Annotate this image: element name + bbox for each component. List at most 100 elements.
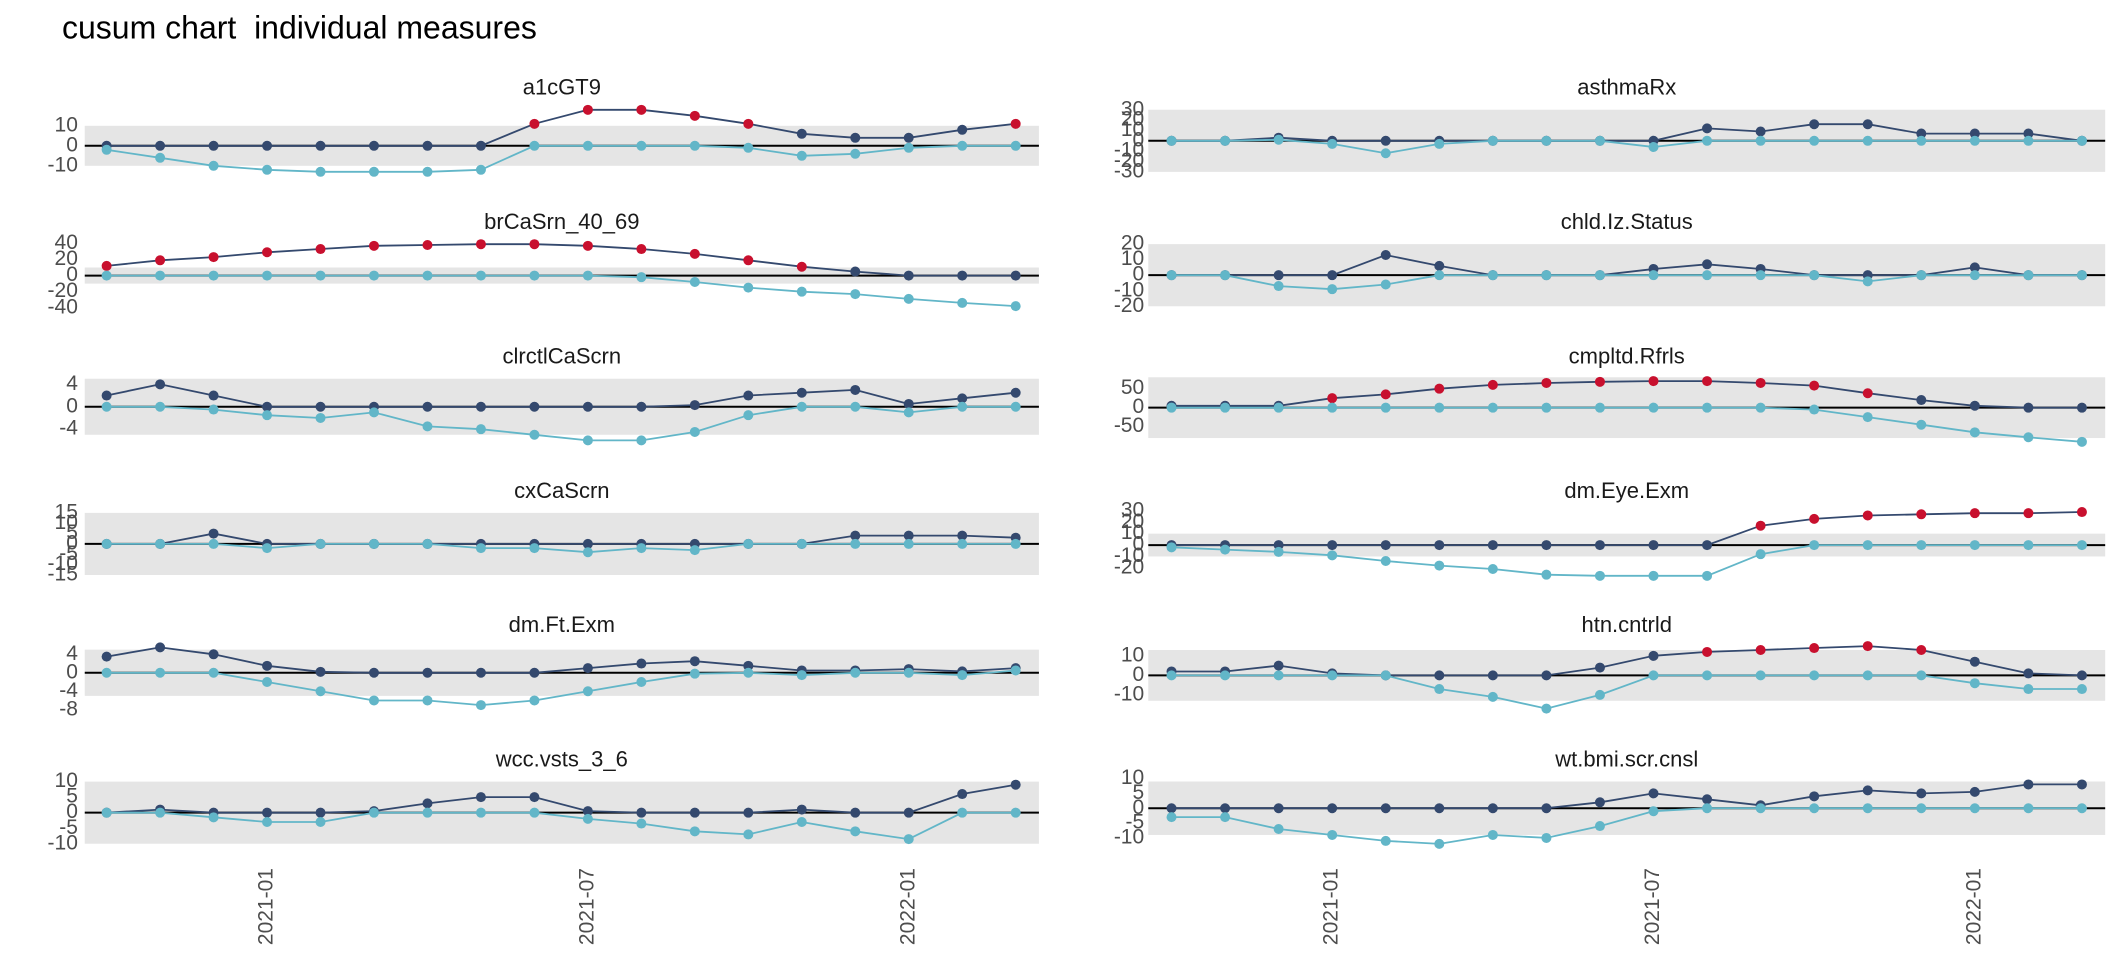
point — [101, 390, 112, 401]
point — [155, 270, 166, 281]
point — [850, 538, 861, 549]
point — [155, 401, 166, 412]
point — [1648, 788, 1659, 799]
point — [208, 538, 219, 549]
point — [1434, 260, 1445, 271]
series-line — [1171, 511, 2082, 546]
point — [1541, 569, 1552, 580]
y-tick-label: -30 — [1114, 159, 1144, 182]
point — [262, 410, 273, 421]
point — [155, 379, 166, 390]
point — [2076, 670, 2087, 681]
point — [1648, 142, 1659, 153]
point — [2023, 402, 2034, 413]
point — [1010, 118, 1021, 129]
point — [1434, 670, 1445, 681]
point — [422, 807, 433, 818]
point — [1916, 803, 1927, 814]
point — [957, 297, 968, 308]
point — [529, 140, 540, 151]
y-tick-label: 40 — [55, 231, 78, 254]
point — [1380, 402, 1391, 413]
point — [1969, 540, 1980, 551]
point — [1220, 544, 1231, 555]
point — [2076, 436, 2087, 447]
point — [636, 658, 647, 669]
point — [475, 401, 486, 412]
point — [636, 272, 647, 283]
panel-title: clrctlCaScrn — [503, 343, 622, 368]
x-tick-label: 2022-01 — [1962, 868, 1985, 945]
point — [582, 538, 593, 549]
point — [1487, 135, 1498, 146]
point — [422, 401, 433, 412]
point — [582, 813, 593, 824]
point — [2076, 684, 2087, 695]
point — [1969, 128, 1980, 139]
y-tick-label: 20 — [1121, 510, 1144, 533]
point — [1380, 389, 1391, 400]
point — [262, 247, 273, 258]
point — [1969, 656, 1980, 667]
point — [636, 104, 647, 115]
point — [903, 142, 914, 153]
point — [903, 807, 914, 818]
point — [582, 140, 593, 151]
point — [368, 807, 379, 818]
point — [422, 667, 433, 678]
point — [422, 140, 433, 151]
point — [1862, 276, 1873, 287]
y-tick-label: 50 — [1121, 376, 1144, 399]
point — [636, 140, 647, 151]
point — [1380, 148, 1391, 159]
point — [1862, 785, 1873, 796]
point — [2076, 540, 2087, 551]
point — [2023, 128, 2034, 139]
point — [155, 642, 166, 653]
point — [743, 660, 754, 671]
point — [315, 270, 326, 281]
point — [315, 817, 326, 828]
point — [1273, 803, 1284, 814]
point — [1380, 279, 1391, 290]
point — [1702, 135, 1713, 146]
point — [1916, 540, 1927, 551]
y-tick-label: 10 — [1121, 247, 1144, 270]
point — [1702, 402, 1713, 413]
point — [636, 435, 647, 446]
point — [1648, 402, 1659, 413]
point — [208, 404, 219, 415]
y-tick-label: -4 — [59, 679, 78, 702]
point — [155, 140, 166, 151]
point — [315, 166, 326, 177]
point — [208, 812, 219, 823]
y-tick-label: 5 — [66, 521, 78, 544]
point — [796, 128, 807, 139]
point — [1969, 427, 1980, 438]
point — [315, 807, 326, 818]
y-tick-label: -10 — [1114, 139, 1144, 162]
point — [1702, 794, 1713, 805]
point — [475, 270, 486, 281]
point — [422, 538, 433, 549]
point — [1755, 520, 1766, 531]
point — [2076, 507, 2087, 518]
point — [422, 695, 433, 706]
point — [529, 543, 540, 554]
point — [689, 400, 700, 411]
point — [1969, 803, 1980, 814]
point — [1010, 538, 1021, 549]
series-line — [106, 646, 1016, 674]
y-tick-label: -10 — [48, 831, 78, 854]
point — [903, 398, 914, 409]
point — [743, 667, 754, 678]
point — [689, 140, 700, 151]
point — [208, 649, 219, 660]
series-line — [1171, 380, 2082, 409]
point — [689, 656, 700, 667]
point — [1648, 650, 1659, 661]
point — [368, 240, 379, 251]
point — [2023, 803, 2034, 814]
point — [368, 140, 379, 151]
